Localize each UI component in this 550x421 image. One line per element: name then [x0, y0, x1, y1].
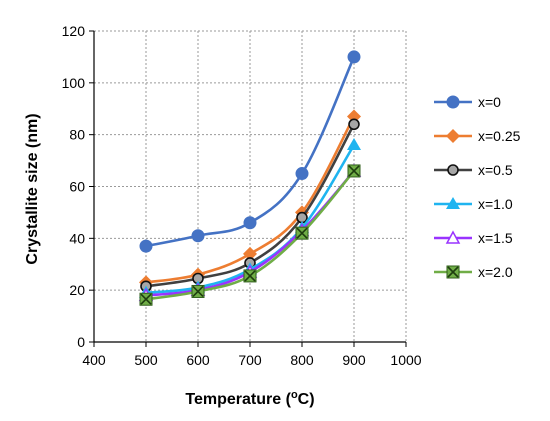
data-point: [243, 269, 257, 283]
data-point: [347, 164, 361, 178]
y-tick-label: 20: [69, 282, 85, 298]
legend-item-1: x=0.25: [434, 128, 521, 144]
data-point: [191, 284, 205, 298]
series-line-1: [145, 115, 356, 284]
series-line-2: [145, 123, 356, 288]
plot-area: [138, 50, 362, 306]
x-tick-label: 800: [290, 352, 314, 368]
tick-labels: 400 500 600 700 800 900 1000 0 20 40 60 80 100 120: [62, 23, 422, 368]
data-point-cross: [348, 165, 360, 177]
x-axis-title-sup: o: [291, 389, 298, 401]
x-tick-label: 900: [342, 352, 366, 368]
y-axis-title: Crystallite size (nm): [24, 113, 41, 264]
legend-marker: [445, 230, 461, 244]
series-5: [139, 164, 361, 306]
legend: x=0 x=0.25 x=0.5 x=1.0 x=1.5 x=2.0: [434, 94, 521, 280]
series-line-0: [145, 56, 356, 248]
legend-item-4: x=1.5: [434, 230, 513, 246]
data-point: [295, 167, 309, 181]
axes: [89, 30, 407, 347]
legend-marker: [446, 265, 460, 279]
y-tick-label: 60: [69, 179, 85, 195]
data-point: [295, 226, 309, 240]
legend-marker: [446, 95, 460, 109]
x-tick-label: 400: [82, 352, 106, 368]
x-tick-label: 600: [186, 352, 210, 368]
legend-label: x=2.0: [478, 264, 513, 280]
y-tick-label: 120: [62, 23, 86, 39]
x-tick-label: 1000: [390, 352, 421, 368]
x-axis-title-tail: C): [298, 391, 315, 408]
data-point-cross: [244, 270, 256, 282]
data-point: [139, 239, 153, 253]
x-axis-title-main: Temperature (: [185, 391, 291, 408]
data-point: [243, 216, 257, 230]
legend-label: x=1.5: [478, 230, 513, 246]
y-tick-label: 0: [77, 334, 85, 350]
legend-item-2: x=0.5: [434, 162, 513, 178]
legend-label: x=1.0: [478, 196, 513, 212]
legend-label: x=0: [478, 94, 501, 110]
x-tick-label: 500: [134, 352, 158, 368]
series-line-3: [145, 144, 356, 295]
y-tick-label: 40: [69, 230, 85, 246]
legend-item-5: x=2.0: [434, 264, 513, 280]
legend-marker: [446, 197, 460, 209]
y-tick-label: 80: [69, 127, 85, 143]
data-point: [139, 292, 153, 306]
data-point: [243, 246, 257, 261]
legend-marker-cross: [447, 266, 459, 278]
legend-item-0: x=0: [434, 94, 501, 110]
data-point: [347, 138, 361, 151]
data-point-cross: [296, 227, 308, 239]
data-point: [191, 229, 205, 243]
legend-item-3: x=1.0: [434, 196, 513, 212]
x-axis-title: Temperature (oC): [185, 389, 314, 408]
y-tick-label: 100: [62, 75, 86, 91]
data-point: [347, 50, 361, 64]
data-point-cross: [192, 285, 204, 298]
data-point-cross: [140, 293, 152, 305]
series-0: [139, 50, 361, 253]
grid: [94, 30, 407, 342]
legend-label: x=0.25: [478, 128, 521, 144]
legend-marker: [446, 129, 460, 143]
data-point: [348, 118, 360, 131]
legend-marker: [447, 164, 459, 176]
legend-label: x=0.5: [478, 162, 513, 178]
x-tick-label: 700: [238, 352, 262, 368]
